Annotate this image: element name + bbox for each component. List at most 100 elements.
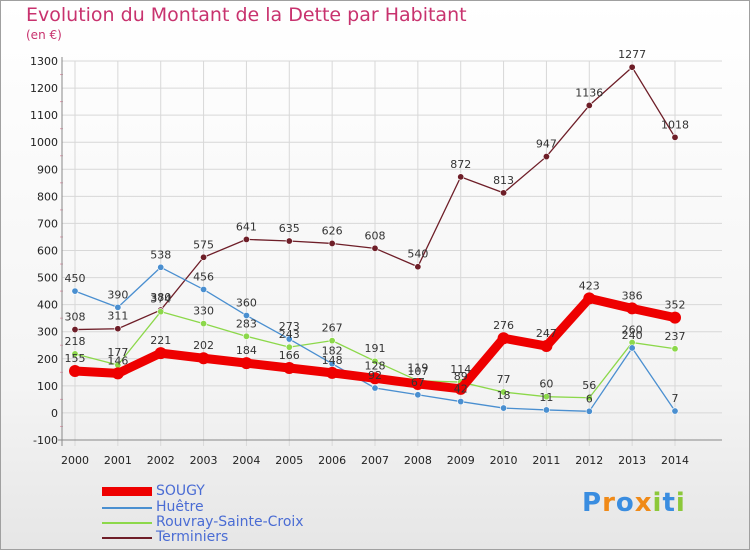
x-tick-label: 2000 (61, 454, 89, 467)
data-point-sougy (69, 364, 81, 377)
data-label-huetre: 450 (65, 272, 86, 285)
data-label-terminiers: 813 (493, 174, 514, 187)
data-point-huetre (242, 311, 250, 319)
data-label-huetre: 6 (586, 392, 593, 405)
y-tick-label: 100 (37, 380, 58, 393)
data-label-terminiers: 311 (107, 310, 128, 323)
data-label-rouvray: 260 (622, 324, 643, 337)
x-tick-label: 2006 (318, 454, 346, 467)
data-label-rouvray: 191 (365, 342, 386, 355)
data-label-terminiers: 380 (150, 291, 171, 304)
legend-item-huetre: Huêtre (102, 500, 402, 515)
data-label-huetre: 240 (622, 329, 643, 342)
data-label-rouvray: 60 (539, 378, 553, 391)
data-point-terminiers (242, 235, 250, 243)
data-point-sougy (326, 366, 339, 379)
data-point-rouvray (328, 337, 336, 345)
x-tick-label: 2012 (575, 454, 603, 467)
data-point-terminiers (457, 173, 465, 181)
data-label-rouvray: 330 (193, 305, 214, 318)
data-point-rouvray (242, 332, 250, 340)
data-point-rouvray (671, 345, 679, 353)
legend-swatch-rouvray (102, 522, 152, 524)
logo-letter: r (602, 488, 616, 518)
x-tick-label: 2011 (532, 454, 560, 467)
x-tick-label: 2007 (361, 454, 389, 467)
y-tick-label: 600 (37, 245, 58, 258)
data-label-rouvray: 177 (107, 346, 128, 359)
data-point-terminiers (585, 101, 593, 109)
data-point-terminiers (371, 244, 379, 252)
data-label-huetre: 456 (193, 270, 214, 283)
data-label-sougy: 184 (236, 344, 257, 357)
data-label-huetre: 11 (539, 391, 553, 404)
y-tick-label: 800 (37, 190, 58, 203)
y-tick-label: 500 (37, 272, 58, 285)
data-label-rouvray: 114 (450, 363, 471, 376)
data-label-huetre: 390 (107, 288, 128, 301)
data-point-huetre (157, 263, 165, 271)
data-point-terminiers (114, 325, 122, 333)
y-tick-label: 1100 (30, 109, 58, 122)
data-point-terminiers (71, 326, 79, 334)
x-tick-label: 2008 (404, 454, 432, 467)
y-tick-label: -100 (33, 434, 58, 447)
data-label-sougy: 276 (493, 319, 514, 332)
data-label-sougy: 352 (665, 299, 686, 312)
data-point-sougy (283, 361, 296, 374)
data-point-huetre (457, 398, 465, 406)
data-label-huetre: 360 (236, 296, 257, 309)
data-label-sougy: 89 (454, 370, 468, 383)
x-tick-label: 2010 (490, 454, 518, 467)
data-point-huetre (585, 407, 593, 415)
data-point-rouvray (542, 393, 550, 401)
y-tick-label: 1300 (30, 55, 58, 68)
data-point-sougy (240, 357, 253, 370)
x-tick-label: 2005 (275, 454, 303, 467)
data-label-huetre: 7 (672, 392, 679, 405)
data-point-terminiers (628, 63, 636, 71)
data-label-terminiers: 608 (365, 229, 386, 242)
data-point-sougy (154, 347, 167, 360)
logo-letter: i (652, 488, 663, 518)
data-label-terminiers: 641 (236, 220, 257, 233)
x-tick-label: 2013 (618, 454, 646, 467)
logo-letter: i (675, 488, 686, 518)
data-point-terminiers (542, 153, 550, 161)
data-point-huetre (671, 407, 679, 415)
data-point-huetre (414, 391, 422, 399)
data-label-sougy: 221 (150, 334, 171, 347)
data-point-huetre (371, 384, 379, 392)
data-label-rouvray: 119 (407, 362, 428, 375)
y-tick-label: 1000 (30, 136, 58, 149)
data-point-terminiers (328, 239, 336, 247)
data-point-huetre (114, 303, 122, 311)
data-label-rouvray: 56 (582, 379, 596, 392)
legend-swatch-huetre (102, 507, 152, 509)
data-label-huetre: 182 (322, 345, 343, 358)
x-tick-label: 2001 (104, 454, 132, 467)
y-tick-label: 0 (51, 407, 58, 420)
legend-item-terminiers: Terminiers (102, 530, 402, 545)
x-tick-label: 2002 (147, 454, 175, 467)
data-point-terminiers (671, 133, 679, 141)
data-point-huetre (542, 406, 550, 414)
y-tick-label: 400 (37, 299, 58, 312)
data-label-sougy: 155 (65, 352, 86, 365)
data-point-rouvray (285, 343, 293, 351)
data-point-rouvray (200, 320, 208, 328)
data-label-huetre: 67 (411, 376, 425, 389)
data-point-sougy (540, 340, 553, 353)
data-point-terminiers (200, 253, 208, 261)
data-label-rouvray: 374 (150, 293, 171, 306)
data-label-sougy: 386 (622, 289, 643, 302)
data-label-rouvray: 283 (236, 317, 257, 330)
data-point-rouvray (371, 357, 379, 365)
legend-item-sougy: SOUGY (102, 484, 402, 499)
x-tick-label: 2014 (661, 454, 689, 467)
data-point-sougy (669, 311, 681, 324)
data-label-huetre: 92 (368, 369, 382, 382)
data-point-huetre (328, 360, 336, 368)
data-label-sougy: 107 (407, 365, 428, 378)
data-label-huetre: 538 (150, 248, 171, 261)
